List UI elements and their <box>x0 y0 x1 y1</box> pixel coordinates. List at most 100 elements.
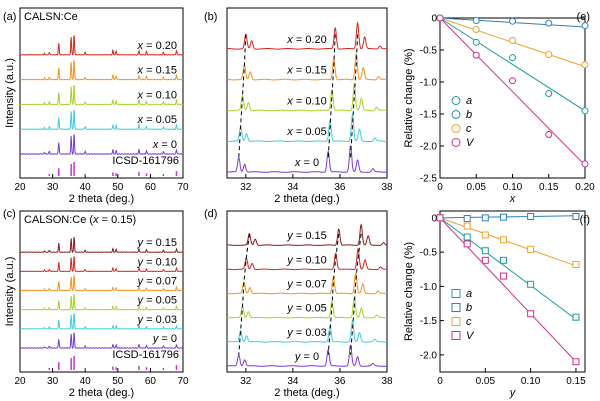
panel-label: (a) <box>3 11 16 23</box>
curve-label-eq: = <box>143 295 156 307</box>
panel-e: 0 0.05 0.10 0.15 0.20 -2.5 -2.0 -1.5 -1.0 -0.5 0 x R… <box>403 14 595 206</box>
x-tick-label: 40 <box>80 182 92 193</box>
curve-label-var: y <box>137 256 145 268</box>
reference-label: ICSD-161796 <box>112 349 179 361</box>
data-point <box>463 215 471 223</box>
peak-shift-guide <box>350 34 359 158</box>
curve-label-var: y <box>137 237 145 249</box>
y-tick-label: -2.5 <box>420 174 438 185</box>
curve-label-val: 0.10 <box>156 89 177 101</box>
curve-label-eq: = <box>143 114 156 126</box>
data-point <box>581 22 589 30</box>
curve-label-var: x <box>137 40 144 52</box>
x-tick-label: 32 <box>240 376 252 387</box>
curve-label-val: 0.03 <box>305 327 326 339</box>
curve-label-eq: = <box>143 237 156 249</box>
curve-label: x = 0.05 <box>137 114 177 126</box>
x-tick-label: 34 <box>287 182 299 193</box>
x-axis-label: 2 theta (deg.) <box>69 193 134 205</box>
curve-label: y = 0.05 <box>137 295 177 307</box>
x-tick-label: 36 <box>334 182 346 193</box>
y-axis-label: Relative change (%) <box>403 48 415 147</box>
y-tick-label: -0.5 <box>420 248 438 259</box>
plot-frame-c <box>19 210 184 373</box>
xrd-curve <box>227 295 387 319</box>
legend-label: a <box>466 95 472 107</box>
curve-label: x = 0.10 <box>286 95 326 107</box>
xrd-curve <box>19 332 184 349</box>
y-tick-label: 0 <box>431 14 437 25</box>
legend-marker <box>451 110 461 119</box>
fit-line <box>439 217 577 267</box>
curve-label-eq: = <box>143 65 156 77</box>
xrd-curve <box>19 273 184 292</box>
curve-label-val: 0.15 <box>305 65 326 77</box>
data-point <box>481 247 489 255</box>
curve-label: y = 0 <box>152 333 177 345</box>
curve-label-val: 0 <box>171 139 177 151</box>
data-point <box>581 61 589 69</box>
data-point <box>499 256 507 264</box>
curve-label-val: 0 <box>171 333 177 345</box>
data-point <box>472 38 480 46</box>
curve-label-var: y <box>286 254 294 266</box>
curve-label-var: y <box>152 333 160 345</box>
panel-label: (c) <box>3 208 16 220</box>
curve-label-val: 0.20 <box>156 40 177 52</box>
curve-label-val: 0.15 <box>305 230 326 242</box>
curve-label: x = 0 <box>294 157 319 169</box>
xrd-curve <box>226 82 387 112</box>
curve-label-eq: = <box>143 89 156 101</box>
peak-shift-guide <box>327 34 336 158</box>
data-point <box>463 222 471 230</box>
data-point <box>509 54 516 62</box>
curve-label: y = 0.15 <box>137 237 177 249</box>
data-point <box>545 19 553 27</box>
data-point <box>509 36 516 44</box>
x-tick-label: 0.15 <box>539 182 559 193</box>
data-point <box>527 280 535 288</box>
x-axis-label: 2 theta (deg.) <box>274 193 339 205</box>
xrd-curve <box>227 271 388 295</box>
y-tick-label: 0 <box>431 213 437 224</box>
xrd-curve <box>20 236 183 253</box>
xrd-curve <box>19 60 184 81</box>
y-tick-label: -1.5 <box>420 110 438 121</box>
x-tick-label: 50 <box>112 182 124 193</box>
peak-shift-guide <box>238 233 250 355</box>
peak-shift-guide <box>327 233 340 355</box>
curve-label-val: 0.07 <box>156 276 177 288</box>
data-point <box>572 260 580 268</box>
x-tick-label: 38 <box>381 182 393 193</box>
x-tick-label: 60 <box>145 182 157 193</box>
legend-marker <box>451 124 461 133</box>
xrd-curve <box>227 113 387 142</box>
curve-label: y = 0.10 <box>286 254 326 266</box>
curve-label: y = 0.07 <box>137 276 177 288</box>
plot-title-var: x <box>92 214 99 226</box>
data-point <box>472 17 480 25</box>
panel-label: (d) <box>204 208 217 220</box>
curve-label-val: 0.20 <box>305 34 326 46</box>
legend-label: a <box>466 288 472 300</box>
curve-label-eq: = <box>293 126 306 138</box>
data-point <box>545 50 553 58</box>
panel-d: 32 34 36 382 theta (deg.)y = 0.15y = 0.10y … <box>226 210 393 399</box>
curve-label-var: y <box>286 279 294 291</box>
legend-label: b <box>466 109 472 121</box>
data-point <box>481 231 489 239</box>
data-point <box>481 214 489 222</box>
curve-label-var: y <box>286 327 294 339</box>
data-point <box>572 313 580 321</box>
data-point <box>572 212 580 220</box>
x-axis-label: y <box>509 387 517 399</box>
curve-label-var: x <box>286 126 293 138</box>
x-tick-label: 20 <box>14 182 26 193</box>
plot-frame-d <box>226 210 388 373</box>
xrd-curve <box>227 319 387 343</box>
xrd-curve <box>227 247 387 271</box>
y-axis-label: Intensity (a.u.) <box>4 58 16 128</box>
x-axis-label: 2 theta (deg.) <box>274 387 339 399</box>
plot-title-pre: CALSON:Ce ( <box>24 214 93 226</box>
y-tick-label: -1.5 <box>420 316 438 327</box>
